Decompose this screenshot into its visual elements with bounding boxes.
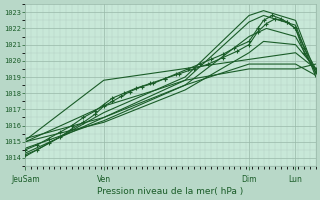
X-axis label: Pression niveau de la mer( hPa ): Pression niveau de la mer( hPa ) xyxy=(98,187,244,196)
